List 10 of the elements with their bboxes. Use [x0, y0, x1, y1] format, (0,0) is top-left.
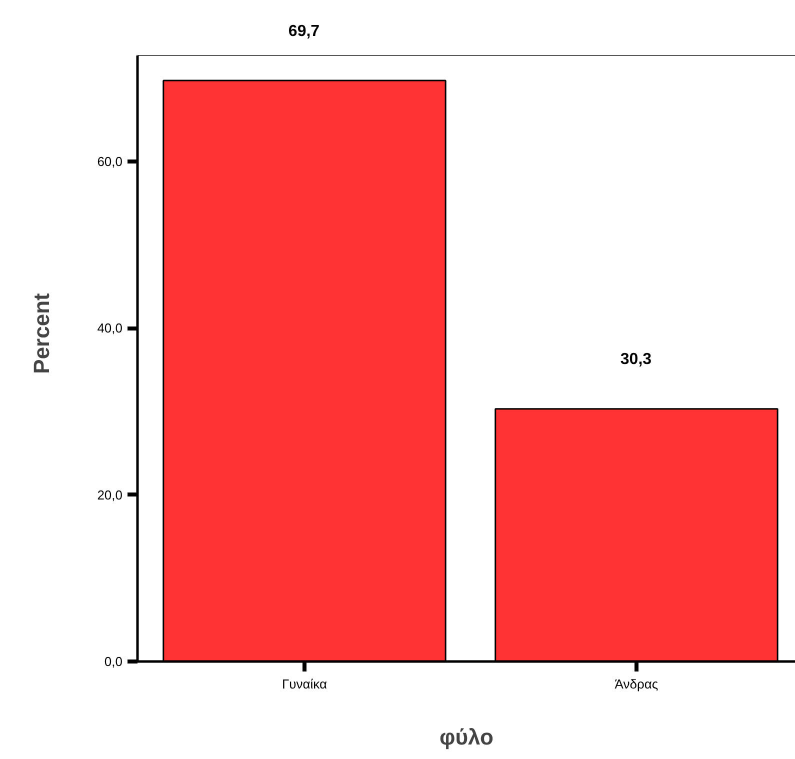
data-label: 30,3: [620, 351, 652, 370]
x-axis-title: φύλο: [440, 724, 494, 750]
data-label: 69,7: [288, 23, 320, 41]
y-axis-title: Percent: [29, 292, 54, 374]
x-tick-label: Άνδρας: [614, 676, 658, 692]
y-tick-label: 60,0: [97, 154, 123, 169]
y-tick-label: 40,0: [97, 320, 123, 336]
x-tick-label: Γυναίκα: [282, 676, 328, 692]
y-tick-label: 0,0: [104, 654, 123, 669]
y-tick-label: 20,0: [97, 487, 123, 502]
